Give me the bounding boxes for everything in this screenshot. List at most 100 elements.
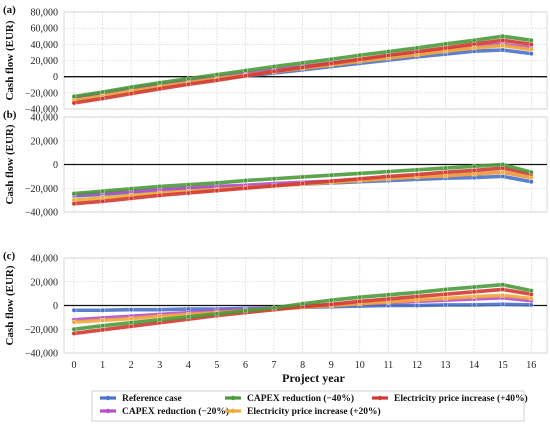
y-tick-label: −40,000 bbox=[25, 349, 58, 360]
series-electricity-price-increase-40- bbox=[71, 37, 534, 106]
data-point bbox=[357, 298, 363, 304]
data-point bbox=[471, 163, 477, 169]
legend-label: CAPEX reduction (−20%) bbox=[122, 406, 229, 417]
data-point bbox=[185, 81, 191, 87]
data-point bbox=[71, 100, 77, 106]
data-point bbox=[185, 190, 191, 196]
data-point bbox=[214, 72, 220, 78]
data-point bbox=[157, 317, 163, 323]
data-point bbox=[157, 80, 163, 86]
data-point bbox=[528, 37, 534, 43]
data-point bbox=[443, 45, 448, 51]
x-tick-label: 6 bbox=[243, 360, 248, 371]
data-point bbox=[443, 41, 448, 47]
data-point bbox=[71, 319, 77, 325]
y-tick-label: 40,000 bbox=[31, 254, 59, 265]
y-axis-label: Cash flow (EUR) bbox=[4, 20, 16, 100]
x-tick-label: 2 bbox=[129, 360, 134, 371]
y-tick-label: −20,000 bbox=[25, 325, 58, 336]
data-point bbox=[443, 302, 448, 308]
y-tick-label: 20,000 bbox=[31, 277, 59, 288]
data-point bbox=[443, 295, 448, 301]
y-tick-label: 0 bbox=[53, 72, 58, 83]
x-axis-label: Project year bbox=[282, 371, 345, 385]
data-point bbox=[185, 314, 191, 320]
data-point bbox=[214, 311, 220, 317]
data-point bbox=[328, 172, 334, 178]
y-tick-label: 40,000 bbox=[31, 113, 59, 124]
data-point bbox=[528, 51, 534, 57]
data-point bbox=[271, 183, 277, 189]
data-point bbox=[243, 178, 248, 183]
data-point bbox=[271, 305, 277, 311]
data-point bbox=[357, 176, 363, 182]
data-point bbox=[385, 292, 391, 298]
data-point bbox=[214, 188, 220, 194]
y-tick-label: −20,000 bbox=[25, 88, 58, 99]
data-point bbox=[500, 162, 506, 167]
data-point bbox=[385, 49, 391, 55]
data-point bbox=[128, 195, 134, 201]
legend-entry: CAPEX reduction (−40%) bbox=[225, 393, 354, 404]
y-axis-label: Cash flow (EUR) bbox=[4, 265, 16, 345]
data-point bbox=[328, 56, 334, 62]
x-tick-label: 7 bbox=[272, 360, 277, 371]
data-point bbox=[271, 69, 277, 74]
data-point bbox=[157, 184, 163, 189]
legend: Reference case CAPEX reduction (−40%) Elec… bbox=[91, 390, 528, 422]
y-tick-label: 40,000 bbox=[31, 40, 59, 51]
data-point bbox=[128, 320, 134, 326]
data-point bbox=[414, 45, 420, 51]
data-point bbox=[71, 326, 77, 332]
data-point bbox=[128, 186, 134, 192]
x-tick-label: 9 bbox=[329, 360, 334, 371]
data-point bbox=[500, 33, 506, 39]
data-point bbox=[185, 76, 191, 82]
data-point bbox=[357, 56, 363, 62]
legend-swatch-marker bbox=[377, 395, 383, 401]
data-point bbox=[100, 198, 105, 204]
data-point bbox=[100, 307, 105, 313]
legend-swatch-marker bbox=[230, 395, 236, 401]
data-point bbox=[500, 173, 506, 179]
data-point bbox=[300, 181, 306, 186]
y-tick-label: 0 bbox=[53, 160, 58, 171]
panel-0: −40,000 −20,000 0 20,000 40,000 60,000 80,000 (… bbox=[3, 4, 548, 116]
x-tick-label: 1 bbox=[100, 360, 105, 371]
data-point bbox=[157, 86, 163, 92]
data-point bbox=[385, 173, 391, 179]
data-point bbox=[414, 172, 420, 177]
legend-entry: Electricity price increase (+40%) bbox=[372, 393, 528, 404]
data-point bbox=[328, 60, 334, 66]
data-point bbox=[528, 302, 534, 308]
data-point bbox=[100, 96, 105, 101]
data-point bbox=[500, 293, 506, 298]
x-tick-label: 11 bbox=[384, 360, 394, 371]
data-point bbox=[157, 307, 163, 313]
data-point bbox=[528, 47, 534, 52]
data-point bbox=[100, 89, 105, 95]
panel-label: (a) bbox=[3, 4, 16, 16]
legend-entry: CAPEX reduction (−20%) bbox=[100, 406, 229, 417]
data-point bbox=[185, 182, 191, 188]
data-point bbox=[243, 308, 248, 314]
legend-entry: Electricity price increase (+20%) bbox=[225, 406, 381, 417]
legend-label: Reference case bbox=[122, 394, 182, 404]
data-point bbox=[385, 296, 391, 302]
legend-swatch-marker bbox=[105, 408, 111, 414]
y-tick-label: 0 bbox=[53, 301, 58, 312]
series-capex-reduction-40- bbox=[71, 162, 534, 196]
x-tick-label: 12 bbox=[412, 360, 422, 371]
x-tick-label: 16 bbox=[526, 360, 536, 371]
legend-swatch-marker bbox=[230, 408, 236, 414]
data-point bbox=[71, 307, 77, 313]
legend-box bbox=[91, 390, 525, 422]
data-point bbox=[500, 282, 506, 288]
data-point bbox=[500, 37, 506, 43]
data-point bbox=[300, 60, 306, 66]
data-point bbox=[128, 307, 134, 313]
data-point bbox=[471, 302, 477, 308]
data-point bbox=[471, 289, 477, 295]
legend-label: Electricity price increase (+20%) bbox=[247, 406, 381, 417]
